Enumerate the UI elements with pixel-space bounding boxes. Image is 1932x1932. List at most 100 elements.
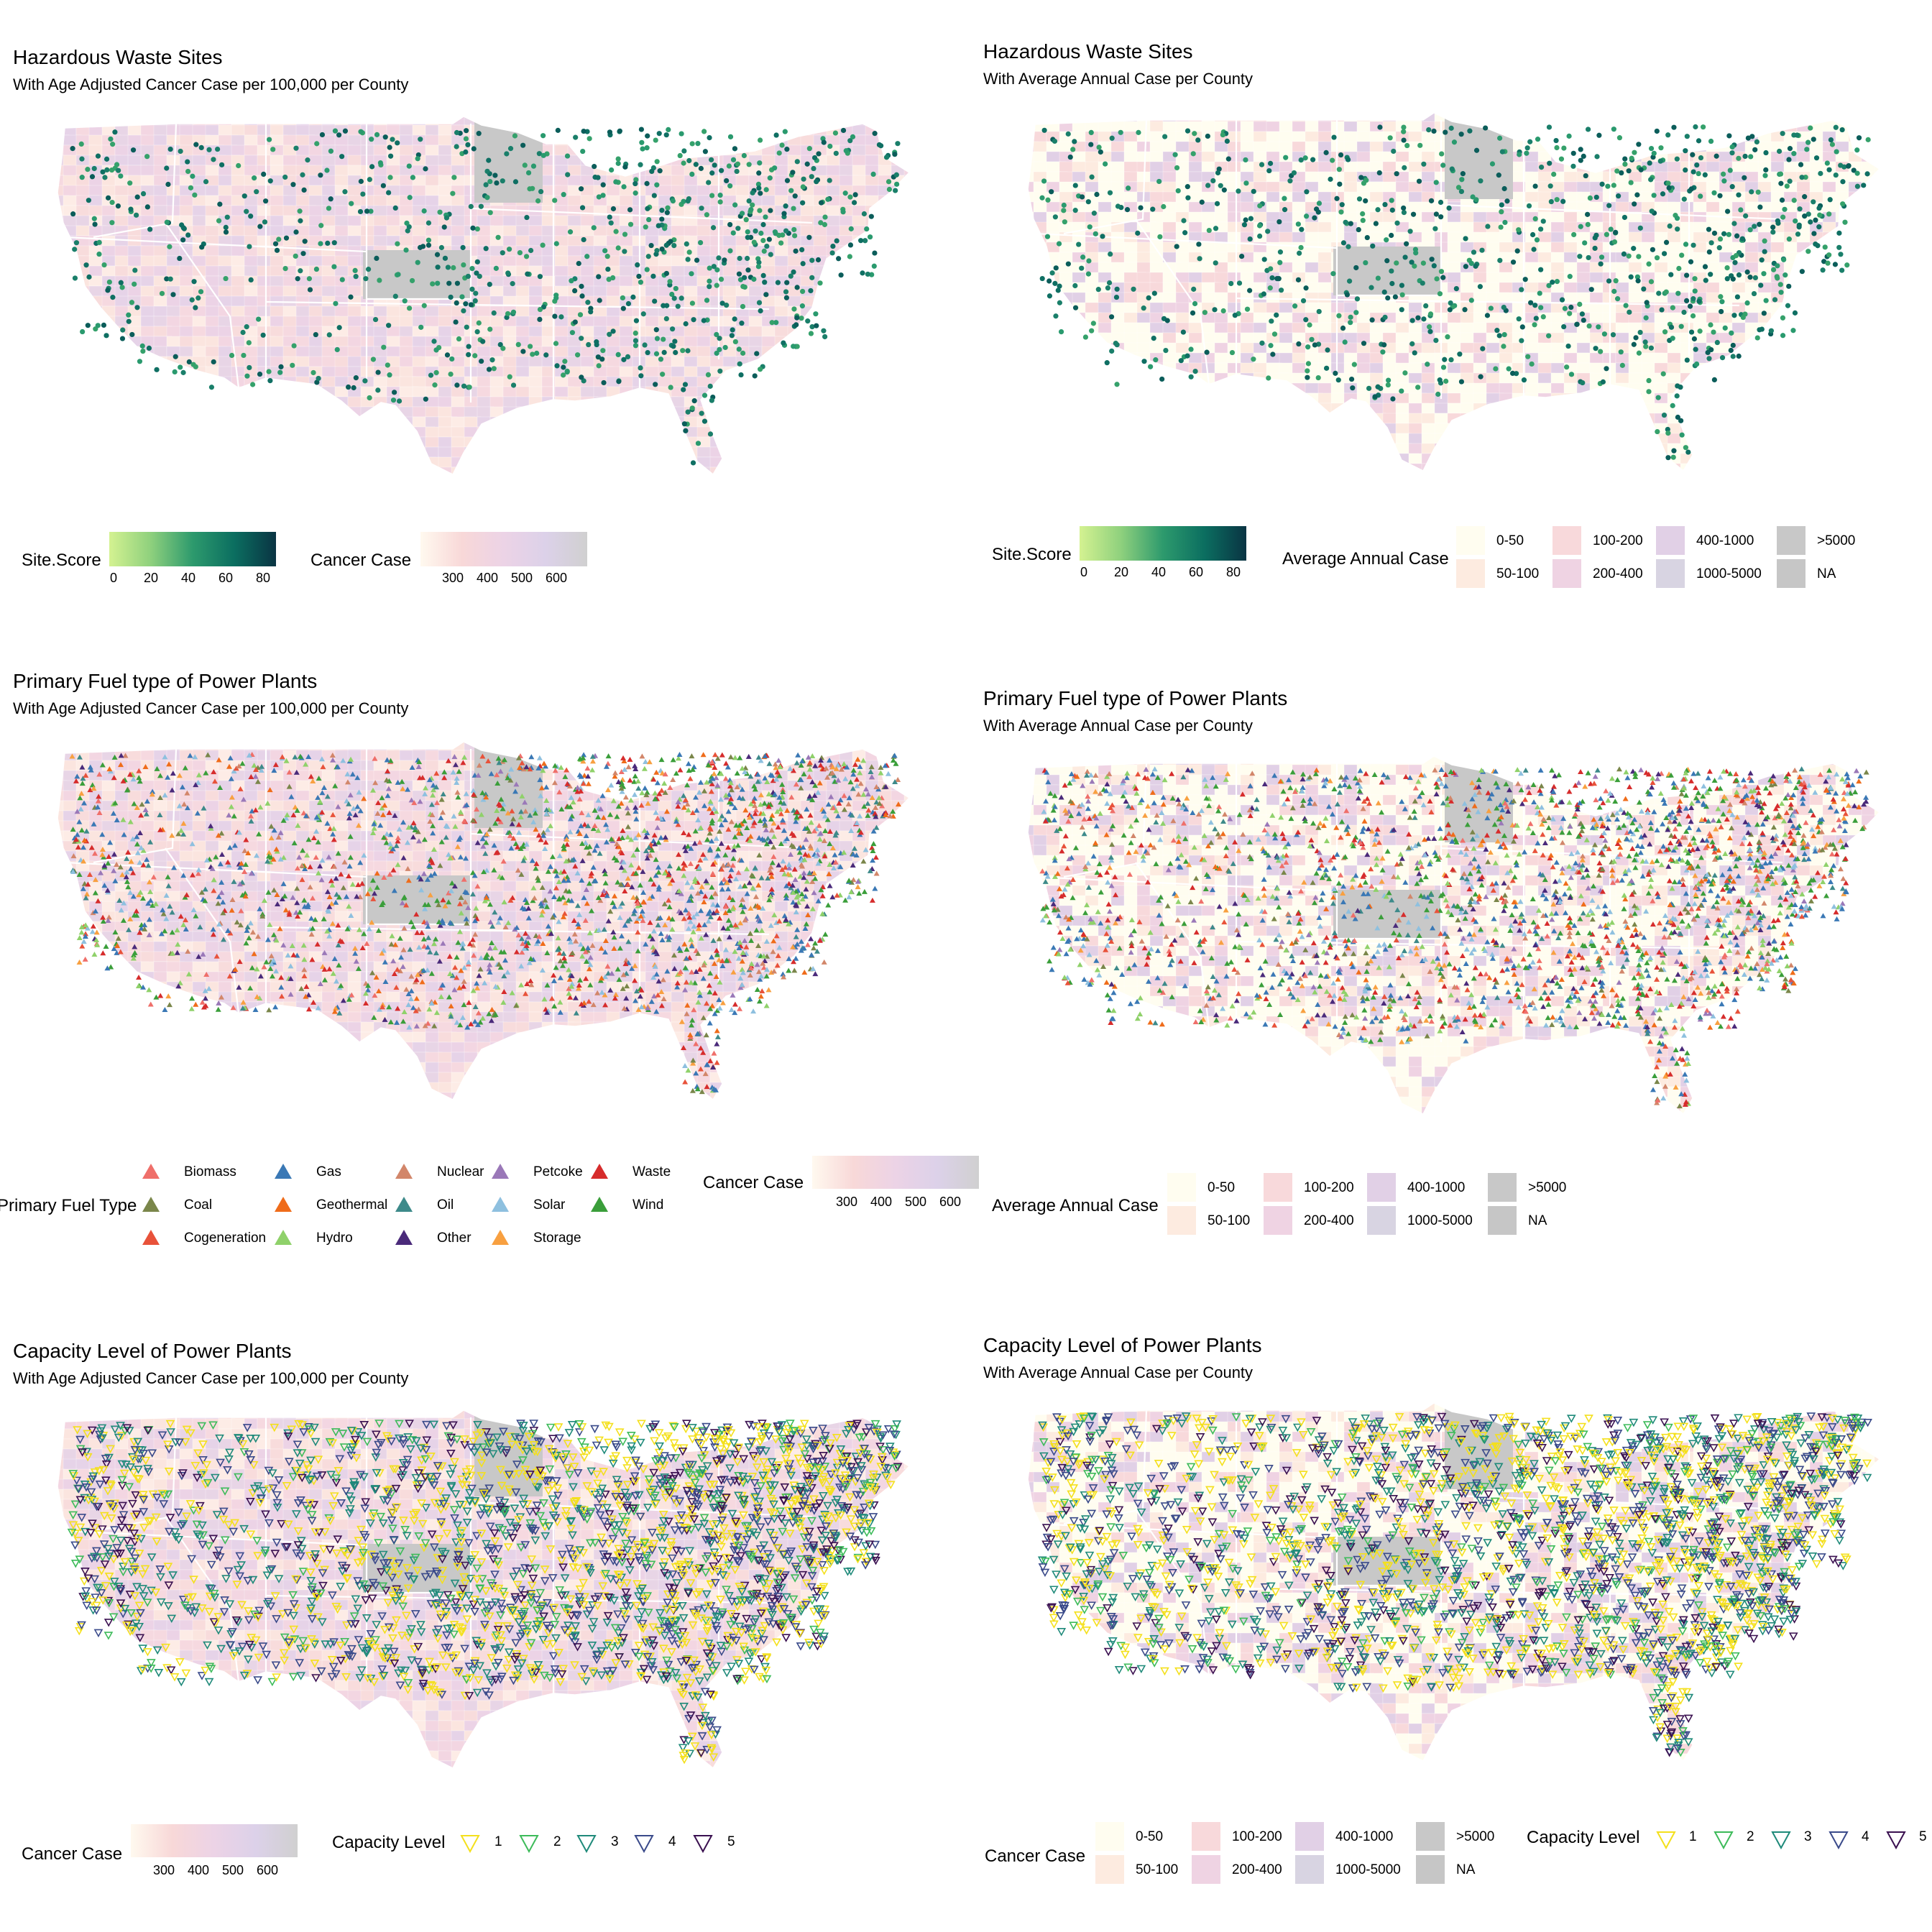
county-cell (891, 285, 908, 305)
site-point (596, 363, 602, 369)
county-cell (852, 466, 879, 474)
county-cell (295, 446, 324, 466)
county-cell (282, 406, 300, 427)
site-point (270, 147, 276, 152)
county-cell (891, 215, 909, 229)
site-point (895, 141, 901, 147)
county-cell (270, 487, 290, 489)
site-point (758, 308, 763, 314)
county-cell (632, 456, 648, 472)
site-point (461, 262, 466, 268)
county-cell (1874, 312, 1880, 328)
site-point (847, 242, 854, 248)
site-point (727, 221, 733, 228)
county-cell (193, 477, 216, 489)
site-point (510, 309, 517, 315)
county-cell (903, 225, 909, 239)
county-cell (1201, 211, 1215, 223)
county-cell (723, 487, 740, 489)
site-point (701, 318, 707, 323)
county-cell (75, 356, 100, 369)
county-cell (839, 316, 860, 328)
county-cell (840, 477, 860, 489)
county-cell (76, 477, 89, 489)
site-point (709, 157, 714, 162)
site-point (659, 208, 665, 213)
site-point (178, 148, 183, 155)
site-point (627, 221, 634, 227)
county-cell (101, 396, 121, 412)
county-cell (502, 416, 531, 433)
site-point (402, 298, 408, 304)
county-cell (1033, 322, 1062, 341)
county-cell (878, 285, 893, 305)
site-point (573, 134, 579, 140)
county-cell (296, 477, 310, 488)
site-point (829, 250, 835, 256)
site-point (883, 155, 890, 160)
county-cell (645, 456, 669, 470)
county-cell (813, 456, 837, 474)
site-point (386, 190, 392, 196)
site-point (185, 159, 190, 165)
site-point (639, 139, 645, 145)
site-point (342, 128, 349, 134)
panel-subtitle: With Average Annual Case per County (983, 717, 1253, 735)
county-cell (451, 466, 472, 474)
county-cell (1796, 282, 1825, 295)
county-cell (658, 134, 673, 155)
site-point (104, 156, 110, 162)
site-point (709, 397, 714, 403)
county-cell (387, 477, 401, 489)
county-cell (839, 346, 854, 367)
site-point (633, 318, 640, 323)
site-point (535, 198, 541, 204)
site-point (487, 326, 493, 332)
county-cell (322, 487, 350, 489)
site-point (407, 305, 413, 311)
site-point (274, 247, 280, 253)
site-point (353, 375, 359, 381)
county-cell (192, 446, 208, 461)
site-point (206, 147, 212, 152)
county-cell (101, 436, 126, 454)
county-cell (1835, 302, 1854, 318)
county-cell (1861, 201, 1880, 221)
county-cell (800, 436, 817, 450)
county-cell (114, 436, 133, 449)
panel-capacity-annual: Capacity Level of Power Plants With Aver… (970, 1279, 1932, 1926)
site-point (591, 225, 597, 231)
site-point (632, 338, 639, 344)
county-cell (75, 416, 96, 431)
county-cell (257, 406, 274, 423)
county-cell (360, 436, 385, 453)
county-cell (1861, 272, 1880, 287)
site-point (137, 359, 143, 364)
site-point (177, 255, 183, 262)
county-cell (1615, 141, 1637, 158)
county-cell (748, 116, 773, 135)
county-cell (658, 456, 686, 468)
site-point (648, 242, 654, 249)
county-cell (244, 456, 259, 468)
site-point (791, 226, 797, 233)
county-cell (619, 416, 643, 437)
site-point (893, 172, 899, 178)
panel-capacity-age-adjusted: Capacity Level of Power Plants With Age … (0, 1279, 963, 1926)
county-cell (709, 116, 724, 133)
county-cell (827, 477, 851, 489)
county-cell (827, 487, 851, 489)
page-title: Hazardous Waste Sites (983, 40, 1193, 63)
site-point (468, 302, 474, 308)
county-cell (541, 416, 569, 428)
site-point (246, 340, 252, 346)
county-cell (774, 386, 802, 406)
site-point (108, 136, 114, 142)
site-point (704, 298, 710, 303)
county-cell (1028, 252, 1041, 272)
site-point (370, 356, 377, 362)
county-cell (903, 436, 909, 454)
county-cell (865, 285, 893, 304)
site-point (101, 322, 107, 328)
site-point (540, 152, 546, 158)
